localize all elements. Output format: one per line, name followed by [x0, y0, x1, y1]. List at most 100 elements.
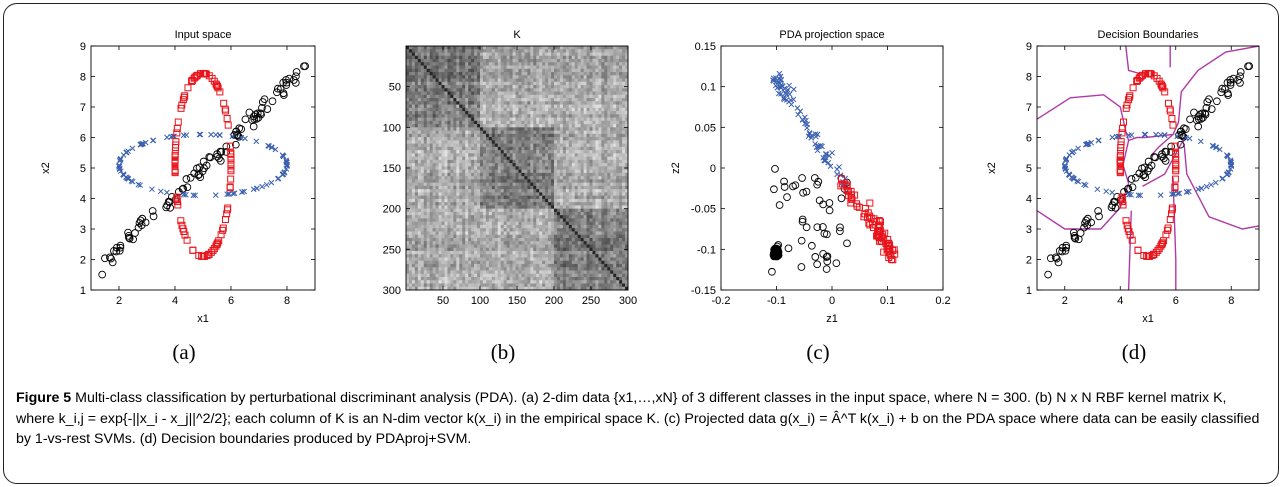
heatmap-cell — [485, 68, 490, 73]
heatmap-cell — [592, 224, 596, 229]
heatmap-cell — [521, 104, 525, 109]
heatmap-cell — [556, 221, 561, 226]
heatmap-cell — [441, 85, 445, 89]
heatmap-cell — [554, 182, 558, 187]
heatmap-cell — [616, 185, 620, 190]
heatmap-cell — [503, 91, 508, 96]
heatmap-cell — [414, 94, 419, 99]
heatmap-cell — [539, 195, 543, 200]
heatmap-cell — [542, 231, 546, 236]
heatmap-cell — [551, 192, 555, 197]
heatmap-cell — [619, 81, 623, 86]
heatmap-cell — [530, 198, 534, 203]
heatmap-cell — [574, 159, 579, 164]
heatmap-cell — [485, 133, 490, 138]
heatmap-cell — [610, 127, 614, 131]
heatmap-cell — [500, 192, 505, 197]
heatmap-cell — [474, 59, 478, 63]
heatmap-cell — [509, 85, 513, 89]
heatmap-cell — [474, 120, 478, 125]
heatmap-cell — [598, 185, 602, 190]
heatmap-cell — [518, 218, 522, 223]
heatmap-cell — [539, 166, 543, 171]
heatmap-cell — [592, 143, 596, 148]
heatmap-cell — [488, 176, 493, 180]
heatmap-cell — [539, 211, 543, 216]
heatmap-cell — [595, 189, 599, 193]
heatmap-cell — [494, 208, 499, 213]
heatmap-cell — [408, 166, 413, 171]
heatmap-cell — [462, 81, 466, 86]
heatmap-cell — [625, 221, 629, 226]
heatmap-cell — [539, 241, 543, 245]
heatmap-cell — [604, 101, 608, 105]
heatmap-cell — [607, 91, 611, 96]
heatmap-cell — [598, 172, 602, 177]
heatmap-cell — [503, 237, 508, 242]
heatmap-cell — [521, 111, 525, 115]
heatmap-cell — [574, 228, 579, 232]
heatmap-cell — [518, 241, 522, 245]
heatmap-cell — [494, 59, 499, 63]
heatmap-cell — [619, 221, 623, 226]
heatmap-cell — [488, 221, 493, 226]
heatmap-cell — [592, 185, 596, 190]
heatmap-cell — [625, 107, 629, 112]
heatmap-cell — [435, 55, 439, 60]
heatmap-cell — [613, 150, 617, 154]
heatmap-cell — [613, 205, 617, 210]
data-point-circle — [186, 173, 195, 182]
heatmap-cell — [438, 85, 442, 89]
heatmap-cell — [574, 172, 579, 177]
data-point-square — [180, 93, 188, 101]
heatmap-cell — [586, 72, 590, 76]
heatmap-cell — [444, 88, 448, 92]
heatmap-cell — [503, 221, 508, 226]
heatmap-cell — [583, 137, 587, 141]
heatmap-cell — [586, 208, 590, 213]
heatmap-cell — [441, 68, 445, 73]
heatmap-cell — [604, 120, 608, 125]
heatmap-cell — [497, 224, 502, 229]
heatmap-cell — [524, 130, 528, 135]
heatmap-cell — [509, 114, 513, 118]
heatmap-cell — [515, 88, 519, 92]
heatmap-cell — [441, 107, 445, 112]
heatmap-cell — [533, 124, 537, 128]
heatmap-cell — [580, 215, 584, 219]
heatmap-cell — [533, 88, 537, 92]
heatmap-cell — [622, 137, 626, 141]
heatmap-cell — [589, 111, 593, 115]
heatmap-cell — [465, 140, 469, 144]
heatmap-cell — [604, 218, 608, 223]
heatmap-cell — [477, 101, 481, 105]
heatmap-cell — [562, 137, 567, 141]
heatmap-cell — [414, 65, 419, 70]
heatmap-cell — [497, 140, 502, 144]
heatmap-cell — [583, 101, 587, 105]
heatmap-cell — [441, 231, 445, 236]
heatmap-cell — [468, 65, 472, 70]
heatmap-cell — [477, 55, 481, 60]
heatmap-cell — [506, 81, 510, 86]
heatmap-cell — [474, 195, 478, 200]
heatmap-cell — [515, 241, 519, 245]
data-point-square — [226, 142, 234, 150]
heatmap-cell — [595, 163, 599, 167]
heatmap-cell — [577, 130, 582, 135]
heatmap-cell — [482, 114, 487, 118]
heatmap-cell — [565, 59, 570, 63]
heatmap-cell — [500, 211, 505, 216]
heatmap-cell — [506, 55, 510, 60]
heatmap-cell — [542, 59, 546, 63]
heatmap-cell — [480, 46, 484, 50]
heatmap-cell — [595, 94, 599, 99]
heatmap-cell — [548, 228, 552, 232]
heatmap-cell — [465, 137, 469, 141]
heatmap-cell — [613, 124, 617, 128]
heatmap-cell — [408, 247, 413, 252]
heatmap-cell — [598, 104, 602, 109]
heatmap-cell — [485, 176, 490, 180]
heatmap-cell — [542, 81, 546, 86]
heatmap-cell — [411, 163, 416, 167]
